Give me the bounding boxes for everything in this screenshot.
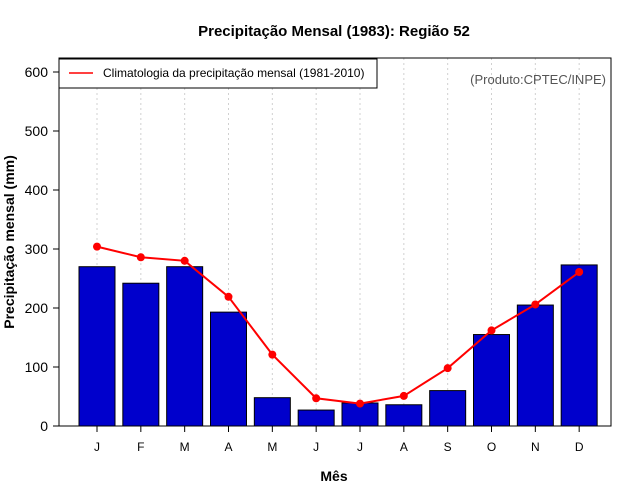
y-axis-label: Precipitação mensal (mm) xyxy=(1,155,17,329)
bar xyxy=(122,282,160,427)
x-tick-label: S xyxy=(444,440,452,454)
x-tick-label: O xyxy=(487,440,496,454)
x-tick-label: M xyxy=(180,440,190,454)
climatology-point xyxy=(136,253,145,262)
bar xyxy=(516,304,554,427)
x-tick-label: J xyxy=(357,440,363,454)
y-tick-label: 400 xyxy=(25,182,49,198)
x-tick-label: J xyxy=(313,440,319,454)
legend-box xyxy=(58,58,378,89)
y-tick-label: 200 xyxy=(25,300,49,316)
climatology-point xyxy=(443,364,452,373)
bar xyxy=(429,390,467,427)
bar xyxy=(473,334,510,427)
bar xyxy=(78,266,116,427)
y-tick-label: 0 xyxy=(40,418,48,434)
legend: Climatologia da precipitação mensal (198… xyxy=(58,58,378,89)
bar xyxy=(253,397,291,427)
x-tick-label: J xyxy=(94,440,100,454)
y-tick-label: 500 xyxy=(25,123,49,139)
x-tick-label: M xyxy=(267,440,277,454)
climatology-point xyxy=(268,350,277,359)
climatology-line xyxy=(96,245,580,405)
chart-title: Precipitação Mensal (1983): Região 52 xyxy=(198,23,470,40)
y-tick-label: 600 xyxy=(25,64,49,80)
x-axis-label: Mês xyxy=(320,468,347,484)
x-tick-label: A xyxy=(400,440,408,454)
climatology-point xyxy=(312,394,321,403)
climatology-point xyxy=(180,256,189,265)
climatology-point xyxy=(93,242,101,251)
climatology-point xyxy=(224,292,233,301)
plot-frame xyxy=(58,57,612,427)
climatology-point xyxy=(575,268,584,277)
bar xyxy=(166,266,204,427)
x-tick-label: F xyxy=(137,440,144,454)
bar xyxy=(210,311,247,427)
bar xyxy=(297,409,335,427)
bars xyxy=(78,264,598,427)
x-tick-label: N xyxy=(531,440,540,454)
x-tick-label: D xyxy=(575,440,584,454)
bar xyxy=(385,404,423,427)
y-axis: 0 100 200 300 400 500 600 xyxy=(25,64,59,434)
legend-label-climatology: Climatologia da precipitação mensal (198… xyxy=(103,66,364,80)
y-tick-label: 100 xyxy=(25,359,49,375)
credit-text: (Produto:CPTEC/INPE) xyxy=(470,72,606,87)
climatology-point xyxy=(531,300,540,309)
bar xyxy=(560,264,598,427)
climatology-point xyxy=(487,326,496,335)
climatology-series xyxy=(93,242,584,408)
climatology-point xyxy=(399,391,408,400)
climatology-point xyxy=(356,399,364,408)
y-tick-label: 300 xyxy=(25,241,49,257)
x-tick-label: A xyxy=(224,440,232,454)
